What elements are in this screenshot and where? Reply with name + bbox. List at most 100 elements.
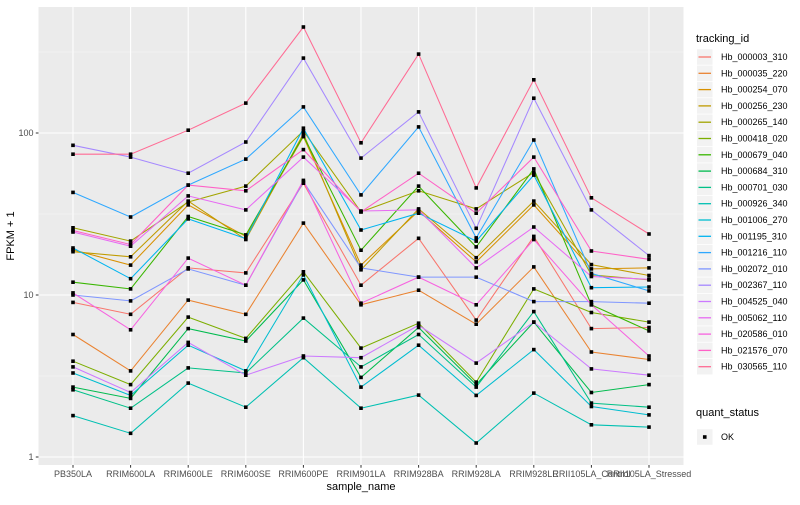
point-Hb_000418_020 [128, 382, 133, 387]
point-Hb_000684_310 [589, 390, 594, 395]
point-Hb_020586_010 [301, 178, 306, 183]
y-tick-label: 100 [18, 128, 33, 138]
point-Hb_001216_110 [244, 157, 248, 161]
point-Hb_000003_310 [244, 271, 248, 275]
point-Hb_000003_310 [589, 326, 594, 331]
legend-entry-Hb_001216_110: Hb_001216_110 [697, 244, 787, 261]
point-Hb_002367_110 [416, 110, 421, 114]
point-Hb_000926_340 [532, 391, 536, 395]
point-Hb_000035_220 [186, 298, 190, 302]
legend-entry-Hb_000701_030: Hb_000701_030 [697, 179, 788, 196]
point-Hb_000035_220 [416, 288, 421, 292]
point-Hb_001195_310 [71, 246, 75, 250]
legend-label: Hb_004525_040 [721, 297, 788, 307]
legend-label: Hb_000926_340 [721, 199, 788, 209]
point-Hb_020586_010 [589, 303, 594, 307]
point-Hb_020586_010 [532, 237, 536, 242]
legend-quant-status: quant_status OK [696, 407, 759, 445]
point-Hb_000003_310 [128, 312, 133, 317]
point-Hb_000926_340 [186, 381, 190, 385]
legend-entry-Hb_000926_340: Hb_000926_340 [697, 195, 788, 212]
point-Hb_000265_140 [301, 129, 306, 133]
x-tick-label: RRIM928BA [394, 469, 444, 479]
point-Hb_000701_030 [589, 401, 594, 405]
point-Hb_000418_020 [186, 315, 190, 319]
point-Hb_000701_030 [71, 388, 75, 392]
point-Hb_004525_040 [416, 323, 421, 328]
quant-legend-title: quant_status [696, 407, 759, 419]
point-Hb_001195_310 [128, 276, 133, 281]
legend-label: Hb_000003_310 [721, 52, 788, 62]
point-Hb_000256_230 [589, 262, 594, 267]
point-Hb_001006_270 [532, 347, 536, 352]
point-Hb_002072_010 [186, 267, 190, 271]
point-Hb_001216_110 [589, 271, 594, 276]
point-Hb_030565_110 [71, 152, 75, 156]
point-Hb_000254_070 [589, 267, 594, 271]
point-Hb_001006_270 [589, 404, 594, 409]
point-Hb_021576_070 [474, 211, 478, 215]
point-Hb_000418_020 [532, 287, 536, 291]
legend-entry-Hb_001195_310: Hb_001195_310 [697, 228, 787, 245]
point-Hb_000035_220 [301, 221, 306, 225]
point-Hb_020586_010 [244, 283, 248, 287]
point-Hb_002367_110 [301, 56, 306, 60]
point-Hb_000926_340 [647, 425, 651, 429]
point-Hb_001195_310 [647, 285, 651, 289]
point-Hb_000003_310 [359, 283, 363, 287]
point-Hb_000265_140 [532, 170, 536, 175]
legend-title: tracking_id [696, 33, 749, 45]
legend-entry-Hb_000254_070: Hb_000254_070 [697, 81, 788, 98]
point-Hb_020586_010 [186, 256, 190, 260]
y-axis-title: FPKM + 1 [5, 211, 17, 260]
point-Hb_000926_340 [128, 431, 133, 436]
point-Hb_000256_230 [128, 255, 133, 259]
point-Hb_002367_110 [128, 155, 133, 159]
point-Hb_004525_040 [647, 373, 651, 377]
point-Hb_002367_110 [647, 253, 651, 258]
point-Hb_001216_110 [532, 138, 536, 142]
point-Hb_002072_010 [532, 299, 536, 304]
point-Hb_021576_070 [301, 147, 306, 152]
x-axis-title: sample_name [326, 481, 395, 493]
point-Hb_021576_070 [71, 228, 75, 233]
point-Hb_000684_310 [244, 339, 248, 343]
point-Hb_000256_230 [359, 268, 363, 272]
point-Hb_001195_310 [532, 173, 536, 177]
point-Hb_000701_030 [647, 405, 651, 409]
point-Hb_000701_030 [301, 316, 306, 320]
x-tick-label: RRIM600SE [221, 469, 271, 479]
legend-label: Hb_030565_110 [721, 362, 787, 372]
point-Hb_002367_110 [359, 156, 363, 160]
point-Hb_020586_010 [416, 275, 421, 279]
x-tick-label: RRIM928LE [509, 469, 558, 479]
point-Hb_000684_310 [128, 396, 133, 401]
legend-tracking-id: tracking_id Hb_000003_310 Hb_000035_220 Hb_… [696, 33, 788, 375]
point-Hb_021576_070 [359, 210, 363, 214]
point-Hb_000701_030 [416, 332, 421, 337]
legend-entry-Hb_000256_230: Hb_000256_230 [697, 98, 788, 114]
point-Hb_002367_110 [474, 226, 478, 231]
point-Hb_030565_110 [474, 186, 478, 190]
legend-entry-Hb_000684_310: Hb_000684_310 [697, 163, 788, 179]
x-tick-label: RRII105LA_Control [552, 469, 630, 479]
point-Hb_000679_040 [647, 329, 651, 333]
point-Hb_000926_340 [359, 406, 363, 410]
legend-entry-Hb_002072_010: Hb_002072_010 [697, 261, 788, 277]
legend-entry-Hb_000035_220: Hb_000035_220 [697, 65, 788, 82]
point-Hb_030565_110 [301, 25, 306, 29]
point-Hb_005062_110 [647, 277, 651, 282]
point-Hb_000684_310 [416, 325, 421, 330]
point-Hb_000418_020 [589, 310, 594, 315]
point-Hb_000256_230 [532, 199, 536, 203]
point-Hb_001006_270 [474, 393, 478, 398]
point-Hb_020586_010 [71, 291, 75, 295]
quant-legend-entry: OK [697, 429, 734, 445]
point-Hb_005062_110 [301, 155, 306, 159]
point-Hb_000035_220 [244, 312, 248, 317]
point-Hb_000418_020 [301, 270, 306, 274]
x-tick-label: RRIM600LE [164, 469, 213, 479]
legend-label: Hb_002367_110 [721, 280, 787, 290]
point-Hb_005062_110 [474, 266, 478, 270]
